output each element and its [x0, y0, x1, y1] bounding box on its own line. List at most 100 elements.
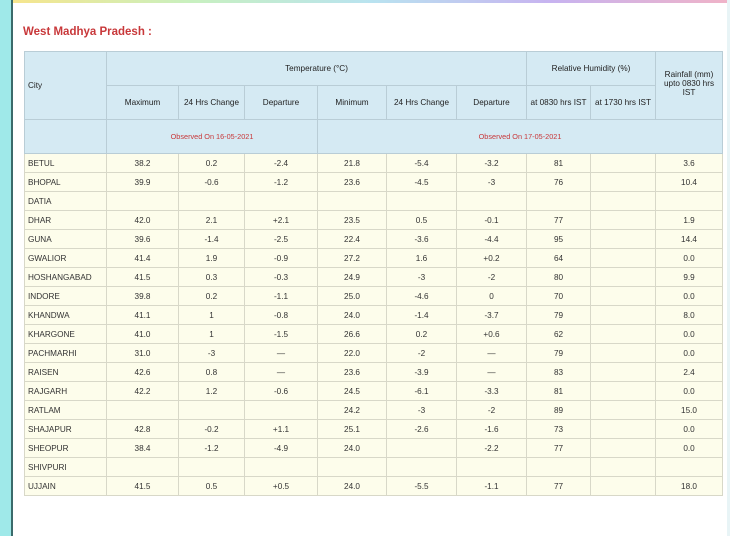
header-rh-1730: at 1730 hrs IST	[590, 85, 657, 120]
cell-city: BETUL	[24, 153, 107, 173]
cell-max-departure: +0.5	[244, 476, 318, 496]
cell-rh-1730	[590, 476, 657, 496]
cell-rh-0830: 79	[526, 343, 592, 363]
cell-rainfall: 0.0	[655, 419, 724, 439]
cell-rh-0830: 73	[526, 419, 592, 439]
cell-rainfall: 0.0	[655, 381, 724, 401]
header-min-change: 24 Hrs Change	[386, 85, 457, 120]
cell-min-change: -1.4	[386, 305, 457, 325]
cell-rh-1730	[590, 267, 657, 287]
cell-min-change: -3.6	[386, 229, 457, 249]
header-max-departure: Departure	[244, 85, 318, 120]
table-row: RAISEN 42.6 0.8—23.6 -3.9—83 2.4	[24, 362, 724, 382]
cell-minimum	[317, 191, 387, 211]
cell-minimum: 24.0	[317, 438, 387, 458]
cell-city: GWALIOR	[24, 248, 107, 268]
cell-min-departure: -2	[455, 400, 528, 420]
left-window-edge	[0, 0, 13, 536]
cell-max-change: -0.2	[178, 419, 245, 439]
cell-min-departure: —	[455, 343, 528, 363]
cell-city: GUNA	[24, 229, 107, 249]
table-row: SHIVPURI	[24, 457, 724, 477]
cell-maximum: 38.4	[106, 438, 179, 458]
cell-max-change: 2.1	[178, 210, 245, 230]
cell-rainfall: 0.0	[655, 286, 724, 306]
cell-min-change: -5.4	[386, 153, 457, 173]
cell-min-change: -2	[386, 343, 457, 363]
cell-min-change: -5.5	[386, 476, 457, 496]
cell-rainfall: 0.0	[655, 343, 724, 363]
cell-city: HOSHANGABAD	[24, 267, 107, 287]
table-row: KHANDWA 41.1 1 -0.8 24.0 -1.4 -3.7 79 8.0	[24, 305, 724, 325]
cell-max-departure: -1.5	[244, 324, 318, 344]
header-minimum: Minimum	[317, 85, 387, 120]
cell-rh-1730	[590, 191, 657, 211]
cell-city: SHEOPUR	[24, 438, 107, 458]
cell-rh-1730	[590, 210, 657, 230]
cell-rainfall: 14.4	[655, 229, 724, 249]
observed-date-min: Observed On 17-05-2021	[316, 119, 724, 154]
cell-min-departure: —	[455, 362, 528, 382]
cell-rainfall: 8.0	[655, 305, 724, 325]
cell-rainfall: 0.0	[655, 438, 724, 458]
table-row: HOSHANGABAD 41.5 0.3 -0.3 24.9 -3 -2 80 9.9	[24, 267, 724, 287]
cell-max-change: 0.2	[178, 286, 245, 306]
cell-rh-1730	[590, 381, 657, 401]
cell-max-departure: -0.9	[244, 248, 318, 268]
cell-max-change: -3	[178, 343, 245, 363]
cell-city: KHARGONE	[24, 324, 107, 344]
cell-rh-0830: 77	[526, 438, 592, 458]
table-row: INDORE 39.8 0.2 -1.1 25.0 -4.6 0 70 0.0	[24, 286, 724, 306]
cell-min-departure: -2.2	[455, 438, 528, 458]
cell-max-departure	[244, 191, 318, 211]
cell-rh-1730	[590, 286, 657, 306]
cell-rh-0830	[526, 191, 592, 211]
cell-city: PACHMARHI	[24, 343, 107, 363]
cell-rh-0830: 81	[526, 153, 592, 173]
table-row: UJJAIN 41.5 0.5 +0.5 24.0 -5.5 -1.1 77 18.0	[24, 476, 724, 496]
cell-minimum: 26.6	[317, 324, 387, 344]
cell-rainfall: 3.6	[655, 153, 724, 173]
header-humidity: Relative Humidity (%)	[526, 51, 657, 86]
cell-rh-1730	[590, 305, 657, 325]
cell-maximum: 41.4	[106, 248, 179, 268]
cell-minimum: 24.0	[317, 476, 387, 496]
cell-minimum: 23.6	[317, 362, 387, 382]
cell-rh-1730	[590, 457, 657, 477]
cell-rh-0830: 81	[526, 381, 592, 401]
cell-max-departure: -0.3	[244, 267, 318, 287]
cell-min-departure: -2	[455, 267, 528, 287]
cell-max-departure: —	[244, 362, 318, 382]
cell-minimum: 23.5	[317, 210, 387, 230]
cell-rh-1730	[590, 172, 657, 192]
cell-min-departure	[455, 191, 528, 211]
cell-city: DHAR	[24, 210, 107, 230]
cell-rh-1730	[590, 419, 657, 439]
cell-min-change: -4.5	[386, 172, 457, 192]
cell-rainfall	[655, 457, 724, 477]
cell-maximum: 31.0	[106, 343, 179, 363]
cell-rh-0830: 64	[526, 248, 592, 268]
cell-maximum: 42.0	[106, 210, 179, 230]
cell-min-departure: -1.6	[455, 419, 528, 439]
table-row: BHOPAL 39.9 -0.6 -1.2 23.6 -4.5 -3 76 10.4	[24, 172, 724, 192]
cell-maximum	[106, 191, 179, 211]
cell-rh-0830: 76	[526, 172, 592, 192]
cell-rainfall: 10.4	[655, 172, 724, 192]
cell-rh-0830: 62	[526, 324, 592, 344]
cell-rh-1730	[590, 343, 657, 363]
cell-min-change	[386, 457, 457, 477]
table-row: GUNA 39.6 -1.4 -2.5 22.4 -3.6 -4.4 95 14.4	[24, 229, 724, 249]
header-max-change: 24 Hrs Change	[178, 85, 245, 120]
table-row: SHEOPUR 38.4 -1.2 -4.9 24.0 -2.2 77 0.0	[24, 438, 724, 458]
cell-rh-1730	[590, 153, 657, 173]
cell-max-change: -0.6	[178, 172, 245, 192]
cell-min-change: -3	[386, 400, 457, 420]
header-city: City	[24, 51, 107, 120]
cell-rainfall: 18.0	[655, 476, 724, 496]
cell-rh-0830	[526, 457, 592, 477]
cell-rainfall	[655, 191, 724, 211]
cell-rh-0830: 80	[526, 267, 592, 287]
cell-city: SHAJAPUR	[24, 419, 107, 439]
cell-rh-0830: 95	[526, 229, 592, 249]
